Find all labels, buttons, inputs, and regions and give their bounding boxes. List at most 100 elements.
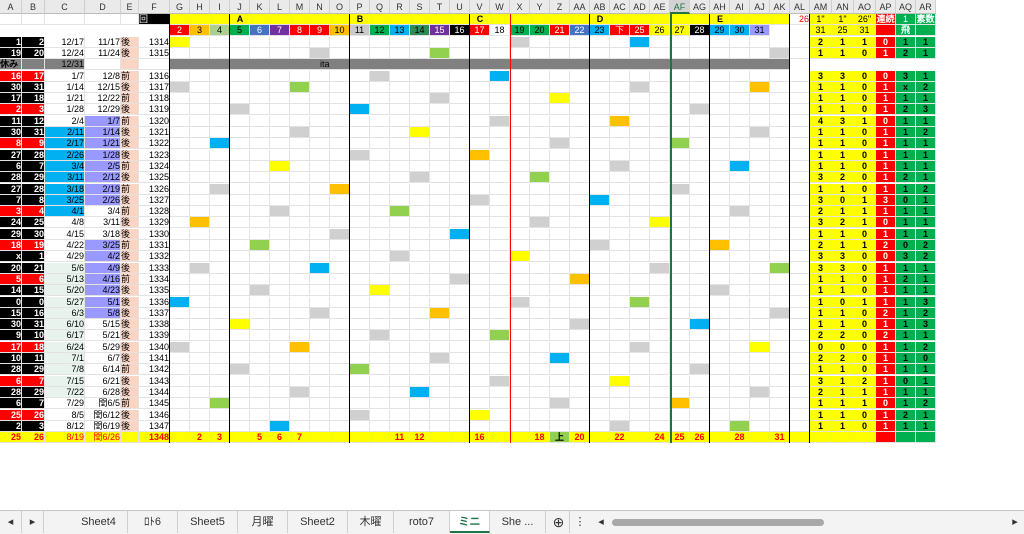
lunar-date-cell[interactable]: 12/15 — [85, 81, 121, 93]
round-number-cell[interactable]: 1328 — [139, 206, 170, 218]
ao-cell[interactable]: 0 — [854, 81, 876, 93]
number-cell[interactable] — [550, 93, 570, 105]
column-header-a[interactable]: A — [0, 0, 22, 14]
al-cell[interactable] — [790, 364, 810, 376]
col-b-cell[interactable]: 7 — [22, 160, 45, 172]
ap-cell[interactable]: 2 — [876, 307, 896, 319]
number-cell[interactable] — [610, 341, 630, 353]
number-cell[interactable] — [190, 172, 210, 184]
number-cell[interactable] — [650, 93, 670, 105]
number-cell[interactable] — [590, 341, 610, 353]
number-cell[interactable] — [650, 398, 670, 410]
ao-header[interactable]: 26" — [854, 14, 876, 25]
number-cell[interactable] — [210, 251, 230, 263]
number-cell[interactable] — [550, 262, 570, 274]
number-cell[interactable] — [730, 319, 750, 331]
number-cell[interactable] — [230, 194, 250, 206]
number-cell[interactable] — [650, 81, 670, 93]
number-cell[interactable] — [410, 285, 430, 297]
number-cell[interactable] — [170, 206, 190, 218]
col-b-cell[interactable]: 29 — [22, 386, 45, 398]
number-cell[interactable] — [770, 330, 790, 342]
number-cell[interactable] — [690, 296, 710, 308]
col-a-cell[interactable]: 17 — [0, 93, 22, 105]
ap-cell[interactable]: 1 — [876, 160, 896, 172]
round-number-cell[interactable]: 1344 — [139, 386, 170, 398]
number-cell[interactable] — [310, 330, 330, 342]
number-cell[interactable] — [690, 149, 710, 161]
col-a-cell[interactable]: 11 — [0, 115, 22, 127]
number-cell[interactable] — [550, 353, 570, 364]
number-cell[interactable] — [410, 353, 430, 364]
ao-cell[interactable]: 0 — [854, 330, 876, 342]
number-cell[interactable] — [350, 194, 370, 206]
ao-cell[interactable]: 1 — [854, 240, 876, 251]
number-header-cell[interactable]: 4 — [210, 25, 230, 37]
number-cell[interactable] — [750, 149, 770, 161]
number-cell[interactable] — [690, 160, 710, 172]
number-cell[interactable] — [430, 172, 450, 184]
top-row-cell[interactable] — [270, 14, 290, 25]
number-cell[interactable] — [290, 81, 310, 93]
prime-header[interactable]: 素数 — [916, 14, 936, 25]
number-cell[interactable] — [590, 251, 610, 263]
aq-cell[interactable]: 1 — [896, 307, 916, 319]
number-cell[interactable] — [710, 127, 730, 138]
number-cell[interactable] — [430, 386, 450, 398]
number-cell[interactable] — [450, 183, 470, 195]
aq-cell[interactable]: 1 — [896, 206, 916, 218]
number-cell[interactable] — [290, 409, 310, 421]
number-cell[interactable] — [670, 319, 690, 331]
ao-cell[interactable]: 1 — [854, 386, 876, 398]
period-cell[interactable]: 後 — [121, 172, 139, 184]
number-cell[interactable] — [210, 127, 230, 138]
column-header-q[interactable]: Q — [370, 0, 390, 14]
ar-cell[interactable]: 1 — [916, 194, 936, 206]
period-cell[interactable]: 前 — [121, 93, 139, 105]
number-cell[interactable] — [530, 228, 550, 240]
last-row-number[interactable]: 12 — [410, 432, 430, 444]
lunar-date-cell[interactable]: 5/15 — [85, 319, 121, 331]
date-cell[interactable]: 7/22 — [45, 386, 85, 398]
column-header-u[interactable]: U — [450, 0, 470, 14]
number-cell[interactable] — [410, 262, 430, 274]
an-cell[interactable]: 3 — [832, 262, 854, 274]
number-cell[interactable] — [750, 251, 770, 263]
an-cell[interactable] — [832, 432, 854, 444]
top-row-cell[interactable] — [610, 14, 630, 25]
number-cell[interactable] — [290, 70, 310, 82]
number-cell[interactable] — [270, 228, 290, 240]
number-cell[interactable] — [350, 104, 370, 116]
am-cell[interactable]: 3 — [810, 251, 832, 263]
number-cell[interactable] — [550, 36, 570, 48]
col-a-cell[interactable]: 19 — [0, 47, 22, 59]
col-a-cell[interactable]: 27 — [0, 149, 22, 161]
round-number-cell[interactable]: 1345 — [139, 398, 170, 410]
number-cell[interactable] — [490, 93, 510, 105]
number-cell[interactable] — [370, 353, 390, 364]
last-row-number[interactable]: 6 — [270, 432, 290, 444]
lunar-date-cell[interactable]: 4/9 — [85, 262, 121, 274]
number-cell[interactable] — [430, 420, 450, 432]
number-cell[interactable] — [370, 160, 390, 172]
number-cell[interactable] — [710, 319, 730, 331]
number-header-cell[interactable]: 28 — [690, 25, 710, 37]
number-cell[interactable] — [250, 138, 270, 150]
number-cell[interactable] — [410, 319, 430, 331]
number-cell[interactable] — [250, 398, 270, 410]
number-cell[interactable] — [410, 172, 430, 184]
number-cell[interactable] — [210, 296, 230, 308]
last-row-number[interactable]: 2 — [190, 432, 210, 444]
number-cell[interactable] — [410, 307, 430, 319]
number-cell[interactable] — [270, 240, 290, 251]
number-cell[interactable] — [730, 330, 750, 342]
number-cell[interactable] — [250, 420, 270, 432]
al-cell[interactable] — [790, 240, 810, 251]
number-cell[interactable] — [350, 409, 370, 421]
ap-cell[interactable]: 1 — [876, 273, 896, 285]
number-cell[interactable] — [690, 194, 710, 206]
number-cell[interactable] — [370, 273, 390, 285]
last-row-number[interactable]: 20 — [570, 432, 590, 444]
number-cell[interactable] — [370, 420, 390, 432]
number-cell[interactable] — [750, 285, 770, 297]
